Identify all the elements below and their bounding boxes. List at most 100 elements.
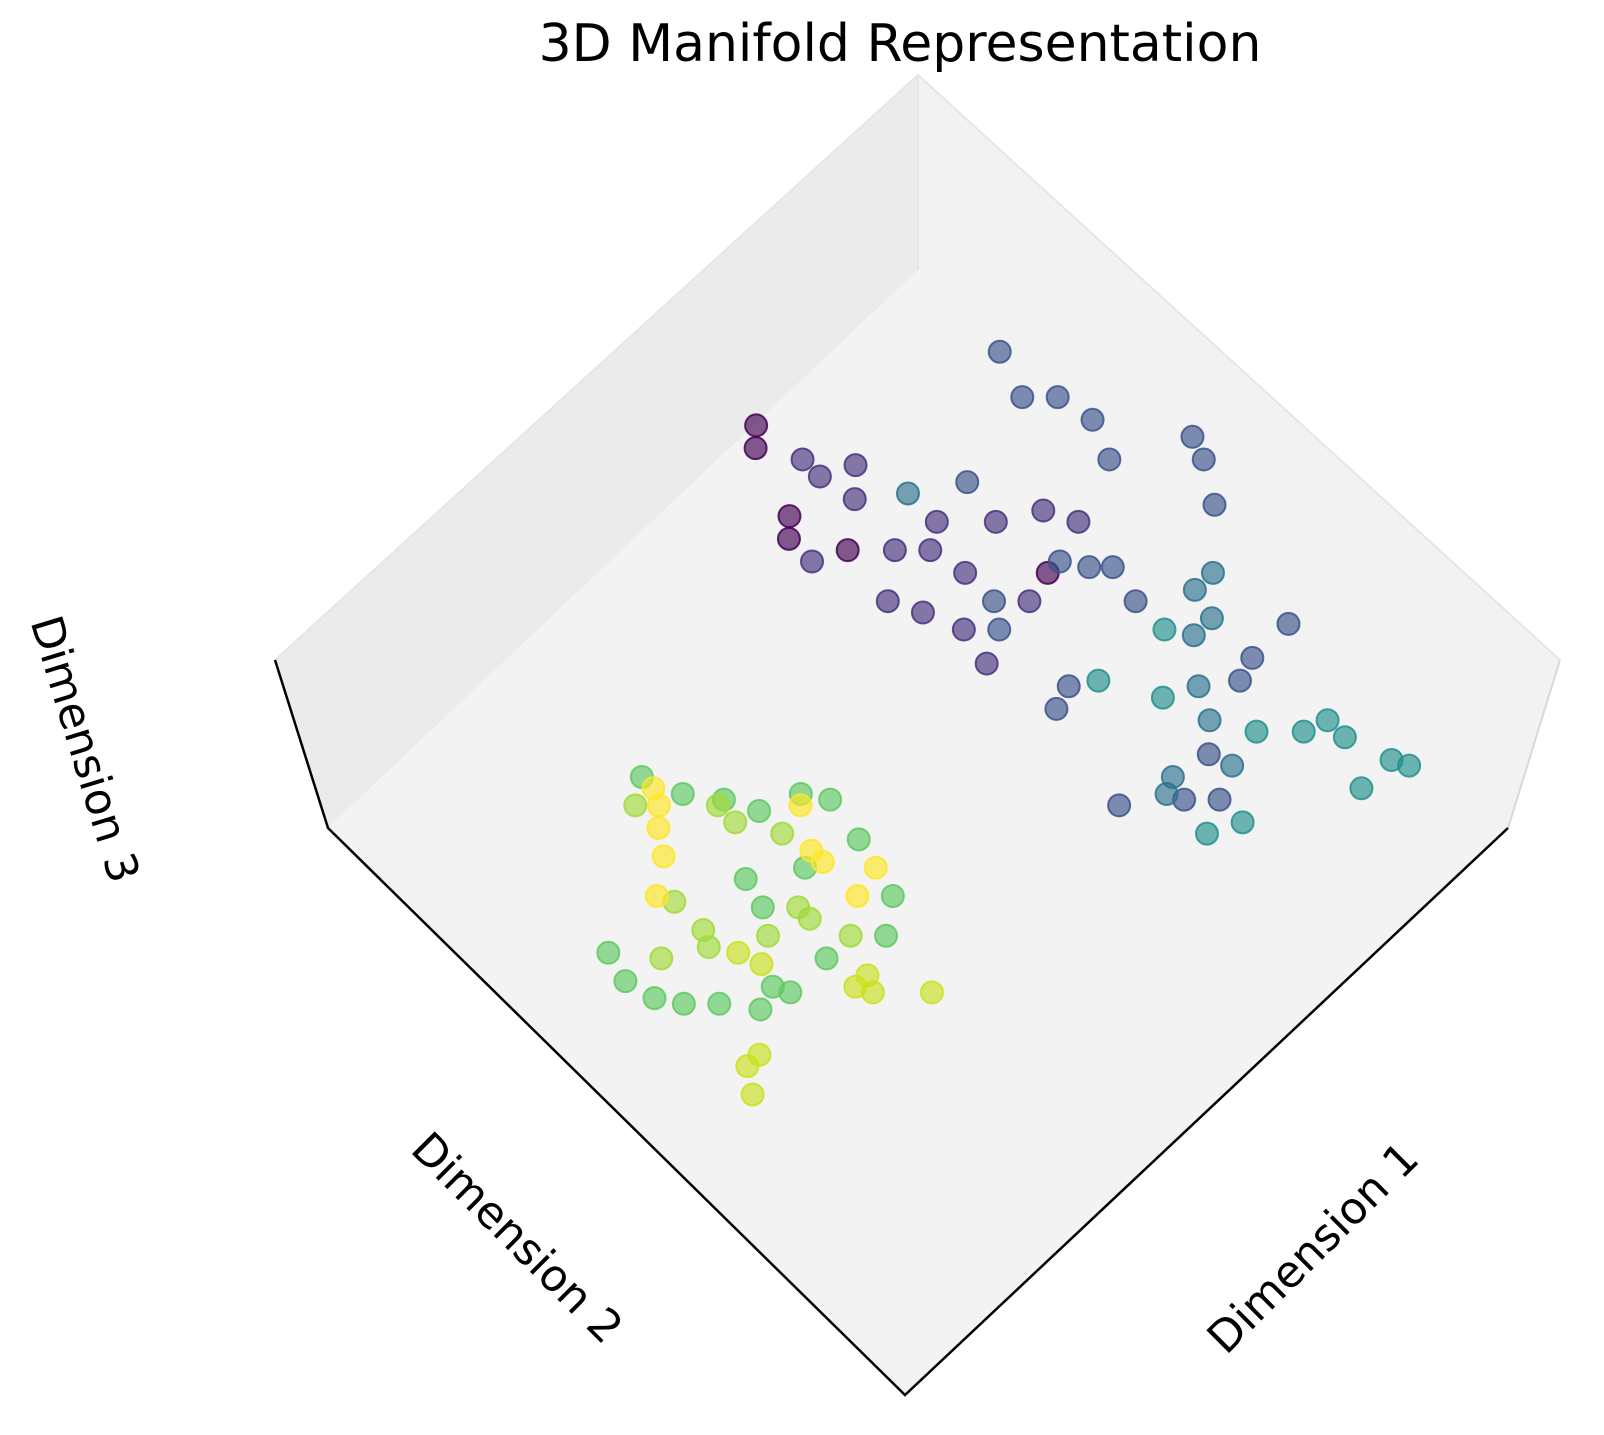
point bbox=[910, 600, 935, 625]
point bbox=[1197, 708, 1222, 733]
axis-line bbox=[273, 659, 1509, 1397]
point bbox=[747, 1042, 772, 1067]
point bbox=[1152, 617, 1177, 642]
point bbox=[1154, 781, 1179, 806]
point bbox=[1031, 498, 1056, 523]
point bbox=[1227, 668, 1252, 693]
point bbox=[1200, 560, 1225, 585]
point bbox=[642, 986, 667, 1011]
point bbox=[770, 821, 795, 846]
point bbox=[842, 487, 867, 512]
point bbox=[982, 589, 1006, 614]
right-pane bbox=[918, 75, 1560, 828]
point bbox=[623, 793, 648, 818]
point bbox=[818, 787, 843, 812]
point bbox=[843, 453, 868, 478]
point bbox=[918, 538, 943, 563]
point bbox=[1150, 685, 1175, 710]
point bbox=[845, 884, 870, 909]
point bbox=[1397, 753, 1422, 778]
point bbox=[1182, 577, 1207, 602]
point bbox=[895, 481, 920, 506]
point bbox=[1045, 385, 1070, 410]
point bbox=[974, 651, 999, 676]
point bbox=[1276, 611, 1301, 636]
point bbox=[749, 952, 774, 977]
point bbox=[983, 509, 1008, 534]
point bbox=[1123, 589, 1148, 614]
point bbox=[1181, 623, 1206, 648]
point bbox=[807, 464, 832, 489]
point bbox=[596, 940, 621, 965]
point bbox=[953, 560, 978, 585]
point bbox=[1220, 753, 1245, 778]
point bbox=[1180, 424, 1205, 449]
point bbox=[1080, 407, 1105, 432]
points bbox=[596, 339, 1422, 1107]
point bbox=[800, 549, 825, 574]
point bbox=[882, 538, 907, 563]
point bbox=[644, 884, 669, 909]
point bbox=[1017, 589, 1042, 614]
point bbox=[651, 844, 676, 869]
point bbox=[788, 793, 813, 818]
point bbox=[747, 798, 772, 823]
point bbox=[1047, 549, 1072, 574]
point bbox=[1097, 447, 1122, 472]
point bbox=[776, 526, 801, 551]
z-axis-label: Dimension 3 bbox=[20, 610, 149, 889]
point bbox=[649, 946, 674, 971]
point bbox=[987, 617, 1012, 642]
point bbox=[646, 793, 671, 818]
x-axis-label: Dimension 1 bbox=[1198, 1133, 1429, 1364]
point bbox=[740, 1082, 765, 1107]
point bbox=[750, 895, 775, 920]
point bbox=[846, 827, 871, 852]
point bbox=[987, 339, 1012, 364]
chart-title: 3D Manifold Representation bbox=[539, 14, 1262, 74]
floor-pane bbox=[328, 270, 1508, 1395]
point bbox=[874, 923, 899, 948]
point bbox=[1291, 719, 1316, 744]
point bbox=[1077, 555, 1102, 580]
point bbox=[1010, 385, 1035, 410]
point bbox=[1332, 725, 1357, 750]
point bbox=[696, 935, 721, 960]
point bbox=[1315, 708, 1340, 733]
point bbox=[1207, 787, 1232, 812]
point bbox=[748, 997, 773, 1022]
point bbox=[838, 923, 863, 948]
point bbox=[1107, 793, 1132, 818]
point bbox=[951, 617, 976, 642]
point bbox=[1194, 821, 1219, 846]
point bbox=[1244, 719, 1269, 744]
point bbox=[1196, 742, 1221, 767]
point bbox=[744, 413, 769, 438]
point bbox=[726, 940, 751, 965]
point bbox=[1240, 645, 1265, 670]
point bbox=[613, 969, 638, 994]
point bbox=[1044, 696, 1069, 721]
point bbox=[924, 509, 949, 534]
pane-edge bbox=[1507, 659, 1561, 829]
point bbox=[707, 991, 732, 1016]
point bbox=[1230, 810, 1255, 835]
point bbox=[810, 850, 835, 875]
point bbox=[955, 470, 980, 495]
point bbox=[723, 810, 748, 835]
point bbox=[1100, 555, 1125, 580]
point bbox=[1349, 776, 1374, 801]
point bbox=[760, 974, 785, 999]
point bbox=[670, 781, 695, 806]
point bbox=[790, 447, 815, 472]
point bbox=[1186, 674, 1211, 699]
point bbox=[743, 436, 768, 461]
point bbox=[814, 946, 839, 971]
point bbox=[646, 816, 671, 840]
point bbox=[1191, 447, 1216, 472]
point bbox=[671, 991, 696, 1016]
point bbox=[835, 538, 860, 563]
point bbox=[777, 504, 802, 529]
